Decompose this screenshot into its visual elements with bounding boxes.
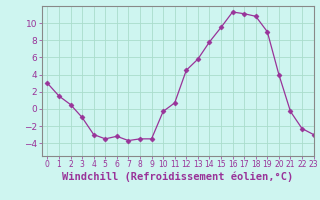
- X-axis label: Windchill (Refroidissement éolien,°C): Windchill (Refroidissement éolien,°C): [62, 172, 293, 182]
